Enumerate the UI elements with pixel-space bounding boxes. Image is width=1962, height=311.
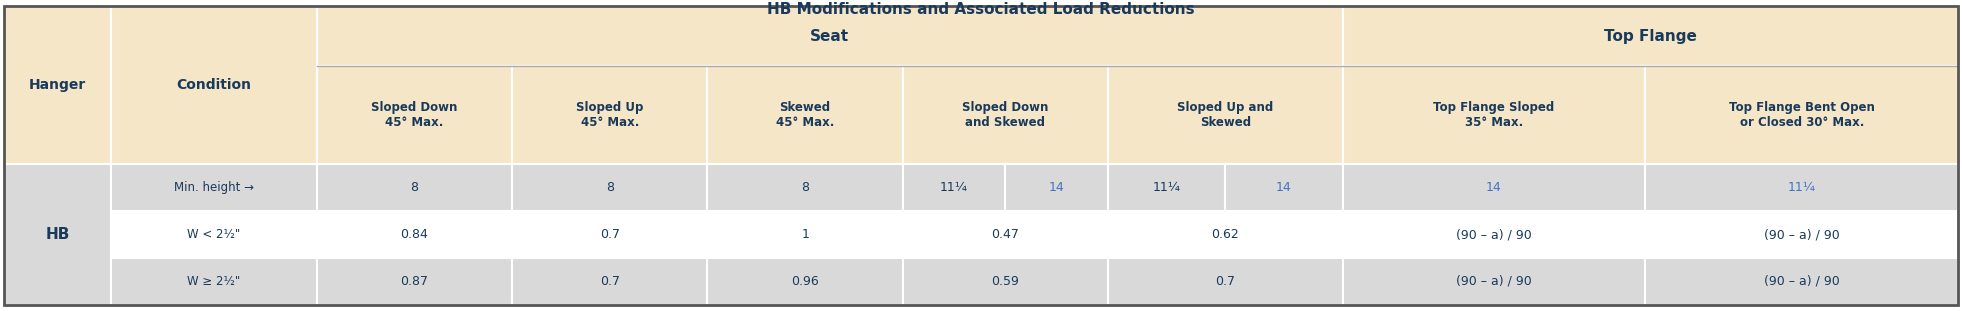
Bar xyxy=(112,165,316,211)
Bar xyxy=(1342,258,1646,305)
Bar xyxy=(4,165,112,305)
Text: 14: 14 xyxy=(1275,181,1291,194)
Text: Sloped Down
and Skewed: Sloped Down and Skewed xyxy=(961,101,1048,129)
Bar xyxy=(316,6,1342,66)
Text: 0.62: 0.62 xyxy=(1211,228,1240,241)
Bar xyxy=(1646,211,1958,258)
Text: 8: 8 xyxy=(800,181,808,194)
Bar xyxy=(1109,66,1342,165)
Bar xyxy=(1109,165,1224,211)
Bar xyxy=(903,258,1109,305)
Bar xyxy=(512,211,708,258)
Bar xyxy=(1109,258,1342,305)
Text: 14: 14 xyxy=(1485,181,1501,194)
Bar xyxy=(708,66,903,165)
Bar xyxy=(903,165,1005,211)
Bar xyxy=(4,6,112,165)
Text: HB: HB xyxy=(45,227,71,242)
Text: (90 – a) / 90: (90 – a) / 90 xyxy=(1764,275,1840,288)
Text: Top Flange Sloped
35° Max.: Top Flange Sloped 35° Max. xyxy=(1434,101,1554,129)
Bar xyxy=(1342,211,1646,258)
Bar xyxy=(708,211,903,258)
Bar xyxy=(1646,66,1958,165)
Bar xyxy=(1224,165,1342,211)
Text: 8: 8 xyxy=(606,181,614,194)
Bar xyxy=(512,165,708,211)
Text: 0.47: 0.47 xyxy=(991,228,1020,241)
Bar xyxy=(316,211,512,258)
Text: 0.84: 0.84 xyxy=(400,228,428,241)
Text: Skewed
45° Max.: Skewed 45° Max. xyxy=(775,101,834,129)
Text: 11¼: 11¼ xyxy=(1152,181,1181,194)
Bar xyxy=(112,258,316,305)
Text: Min. height →: Min. height → xyxy=(175,181,253,194)
Text: 1: 1 xyxy=(800,228,808,241)
Bar xyxy=(903,211,1109,258)
Bar xyxy=(512,66,708,165)
Bar xyxy=(112,6,316,165)
Text: Sloped Down
45° Max.: Sloped Down 45° Max. xyxy=(371,101,457,129)
Text: Seat: Seat xyxy=(810,29,850,44)
Bar xyxy=(316,258,512,305)
Bar xyxy=(112,211,316,258)
Bar xyxy=(1646,258,1958,305)
Text: 0.7: 0.7 xyxy=(600,228,620,241)
Text: HB Modifications and Associated Load Reductions: HB Modifications and Associated Load Red… xyxy=(767,2,1195,16)
Text: 14: 14 xyxy=(1050,181,1065,194)
Bar xyxy=(1342,66,1646,165)
Text: (90 – a) / 90: (90 – a) / 90 xyxy=(1764,228,1840,241)
Text: (90 – a) / 90: (90 – a) / 90 xyxy=(1456,228,1532,241)
Text: Hanger: Hanger xyxy=(29,78,86,92)
Text: Top Flange Bent Open
or Closed 30° Max.: Top Flange Bent Open or Closed 30° Max. xyxy=(1729,101,1874,129)
Text: 11¼: 11¼ xyxy=(940,181,967,194)
Text: 0.59: 0.59 xyxy=(991,275,1020,288)
Text: Sloped Up
45° Max.: Sloped Up 45° Max. xyxy=(577,101,644,129)
Text: W < 2½": W < 2½" xyxy=(186,228,241,241)
Text: 11¼: 11¼ xyxy=(1787,181,1815,194)
Text: Condition: Condition xyxy=(177,78,251,92)
Text: 0.7: 0.7 xyxy=(600,275,620,288)
Bar xyxy=(903,66,1109,165)
Bar xyxy=(708,258,903,305)
Text: 8: 8 xyxy=(410,181,418,194)
Text: Top Flange: Top Flange xyxy=(1603,29,1697,44)
Bar xyxy=(1342,6,1958,66)
Bar xyxy=(316,165,512,211)
Bar xyxy=(1005,165,1109,211)
Text: W ≥ 2½": W ≥ 2½" xyxy=(186,275,241,288)
Bar xyxy=(512,258,708,305)
Text: Sloped Up and
Skewed: Sloped Up and Skewed xyxy=(1177,101,1273,129)
Bar xyxy=(1109,211,1342,258)
Bar xyxy=(1342,165,1646,211)
Text: (90 – a) / 90: (90 – a) / 90 xyxy=(1456,275,1532,288)
Bar xyxy=(708,165,903,211)
Bar xyxy=(316,66,512,165)
Text: 0.96: 0.96 xyxy=(791,275,818,288)
Text: 0.7: 0.7 xyxy=(1214,275,1236,288)
Text: 0.87: 0.87 xyxy=(400,275,428,288)
Bar xyxy=(1646,165,1958,211)
